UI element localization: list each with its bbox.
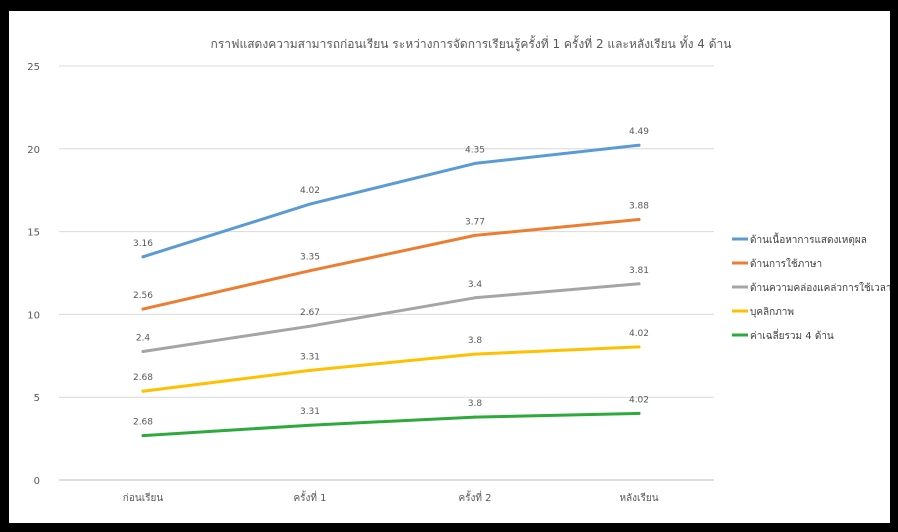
data-point-s4-1 [141, 389, 145, 393]
data-point-s3-2 [308, 324, 312, 328]
data-label-s4-1: 2.68 [133, 373, 153, 383]
chart-title: กราฟแสดงความสามารถก่อนเรียน ระหว่างการจั… [211, 35, 732, 52]
y-tick-label-10: 10 [27, 310, 40, 321]
data-point-s1-3 [473, 161, 477, 165]
data-point-s4-4 [637, 345, 641, 349]
data-point-s4-3 [473, 352, 477, 356]
data-label-s3-4: 3.81 [629, 266, 649, 276]
data-point-s3-4 [637, 282, 641, 286]
data-point-s5-4 [637, 411, 641, 415]
data-label-s4-2: 3.31 [300, 352, 320, 362]
data-point-s2-3 [473, 233, 477, 237]
data-label-s2-2: 3.35 [300, 253, 320, 263]
data-label-s1-2: 4.02 [300, 186, 320, 196]
data-point-s2-2 [308, 269, 312, 273]
data-label-s3-2: 2.67 [300, 308, 320, 318]
data-point-s1-2 [308, 202, 312, 206]
legend-label-5: ค่าเฉลี่ยรวม 4 ด้าน [750, 328, 834, 342]
legend-label-3: ด้านความคล่องแคล่วการใช้เวลา [750, 282, 890, 294]
series-line-2 [141, 218, 641, 311]
legend-label-4: บุคลิกภาพ [750, 307, 794, 318]
data-point-s5-3 [473, 415, 477, 419]
y-tick-label-15: 15 [27, 228, 40, 239]
y-tick-label-25: 25 [27, 62, 40, 73]
series-line-1 [141, 143, 641, 259]
y-tick-label-5: 5 [34, 393, 40, 404]
data-label-s5-3: 3.8 [468, 399, 483, 409]
y-tick-label-20: 20 [27, 145, 40, 156]
data-point-s2-4 [637, 218, 641, 221]
data-label-s5-4: 4.02 [629, 395, 649, 405]
data-label-s2-3: 3.77 [465, 217, 485, 227]
data-label-s3-3: 3.4 [468, 280, 483, 290]
series-line-5 [141, 411, 641, 438]
data-label-s1-4: 4.49 [629, 127, 649, 137]
x-tick-label-2: ครั้งที่ 1 [293, 490, 326, 504]
data-label-s2-4: 3.88 [629, 202, 649, 212]
x-tick-label-1: ก่อนเรียน [123, 492, 164, 504]
legend-label-2: ด้านการใช้ภาษา [750, 258, 822, 270]
data-label-s5-2: 3.31 [300, 407, 320, 417]
series-line-3 [141, 282, 641, 353]
data-label-s4-4: 4.02 [629, 329, 649, 339]
data-point-s5-2 [308, 423, 312, 427]
data-label-s1-1: 3.16 [133, 239, 153, 249]
chart-frame: กราฟแสดงความสามารถก่อนเรียน ระหว่างการจั… [9, 11, 890, 523]
line-chart: กราฟแสดงความสามารถก่อนเรียน ระหว่างการจั… [27, 35, 890, 504]
data-label-s5-1: 2.68 [133, 418, 153, 428]
y-tick-label-0: 0 [34, 476, 40, 487]
data-point-s1-4 [637, 143, 641, 147]
data-point-s4-2 [308, 368, 312, 372]
data-point-s5-1 [141, 434, 145, 438]
series-line-4 [141, 345, 641, 393]
data-label-s2-1: 2.56 [133, 291, 153, 301]
data-point-s2-1 [141, 307, 145, 311]
data-label-s3-1: 2.4 [136, 334, 151, 344]
data-label-s1-3: 4.35 [465, 145, 485, 155]
x-tick-label-4: หลังเรียน [619, 492, 658, 504]
data-point-s3-3 [473, 296, 477, 300]
data-point-s3-1 [141, 350, 145, 353]
data-point-s1-1 [141, 255, 145, 259]
x-tick-label-3: ครั้งที่ 2 [458, 490, 491, 504]
legend-label-1: ด้านเนื้อหาการแสดงเหตุผล [750, 232, 867, 246]
data-label-s4-3: 3.8 [468, 336, 483, 346]
